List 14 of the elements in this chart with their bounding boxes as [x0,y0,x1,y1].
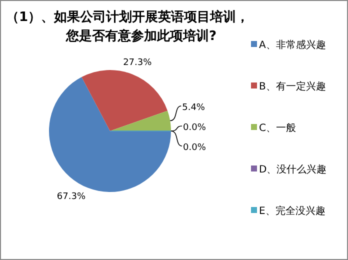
data-label: 5.4% [182,103,206,113]
text: 0.0% [183,143,206,153]
data-label: 27.3% [123,58,152,68]
chart-title: （1）、如果公司计划开展英语项目培训，您是否有意参加此项培训? [6,9,250,44]
legend-label: B、有一定兴趣 [259,80,326,92]
pie-slice [82,70,168,131]
pie-slice [49,77,171,192]
legend-label: C、一般 [259,123,296,134]
legend-label: A、非常感兴趣 [259,39,326,51]
legend-label: D、没什么兴趣 [259,164,327,176]
pie-slice [110,110,171,131]
legend-label: E、完全没兴趣 [259,205,326,217]
text: 0.0% [183,123,206,133]
data-label: 67.3% [56,192,86,202]
